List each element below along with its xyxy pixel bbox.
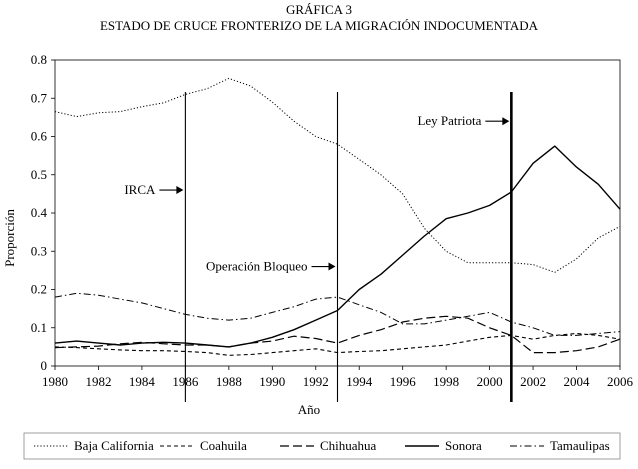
event-label: Operación Bloqueo xyxy=(206,259,307,274)
y-tick-label: 0.1 xyxy=(31,320,47,335)
x-tick-label: 2006 xyxy=(607,374,634,389)
y-tick-label: 0.8 xyxy=(31,52,47,67)
x-tick-label: 1994 xyxy=(346,374,373,389)
x-tick-label: 1984 xyxy=(129,374,156,389)
legend-label: Tamaulipas xyxy=(550,438,610,453)
legend-label: Coahuila xyxy=(200,438,247,453)
y-tick-label: 0.3 xyxy=(31,243,47,258)
y-tick-label: 0.2 xyxy=(31,282,47,297)
x-tick-label: 1980 xyxy=(42,374,68,389)
chart-title: GRÁFICA 3 xyxy=(285,2,353,17)
x-tick-label: 2000 xyxy=(477,374,503,389)
event-arrowhead xyxy=(502,117,510,126)
event-arrowhead xyxy=(328,262,336,271)
x-tick-label: 1996 xyxy=(390,374,417,389)
x-tick-label: 1992 xyxy=(303,374,329,389)
x-tick-label: 1990 xyxy=(259,374,285,389)
x-tick-label: 1986 xyxy=(172,374,199,389)
x-tick-label: 2004 xyxy=(564,374,591,389)
legend-label: Chihuahua xyxy=(320,438,377,453)
y-tick-label: 0.5 xyxy=(31,167,47,182)
x-tick-label: 2002 xyxy=(520,374,546,389)
y-tick-label: 0.4 xyxy=(31,205,48,220)
x-tick-label: 1982 xyxy=(85,374,111,389)
event-arrowhead xyxy=(176,186,184,195)
event-label: IRCA xyxy=(124,182,156,197)
y-tick-label: 0.7 xyxy=(31,90,48,105)
x-tick-label: 1998 xyxy=(433,374,459,389)
x-axis-label: Año xyxy=(298,402,320,417)
y-tick-label: 0 xyxy=(41,358,48,373)
legend-label: Sonora xyxy=(445,438,482,453)
y-tick-label: 0.6 xyxy=(31,129,48,144)
y-axis-label: Proporción xyxy=(2,209,17,267)
event-label: Ley Patriota xyxy=(417,113,481,128)
legend-label: Baja California xyxy=(74,438,154,453)
chart-subtitle: ESTADO DE CRUCE FRONTERIZO DE LA MIGRACI… xyxy=(99,18,539,33)
x-tick-label: 1988 xyxy=(216,374,242,389)
